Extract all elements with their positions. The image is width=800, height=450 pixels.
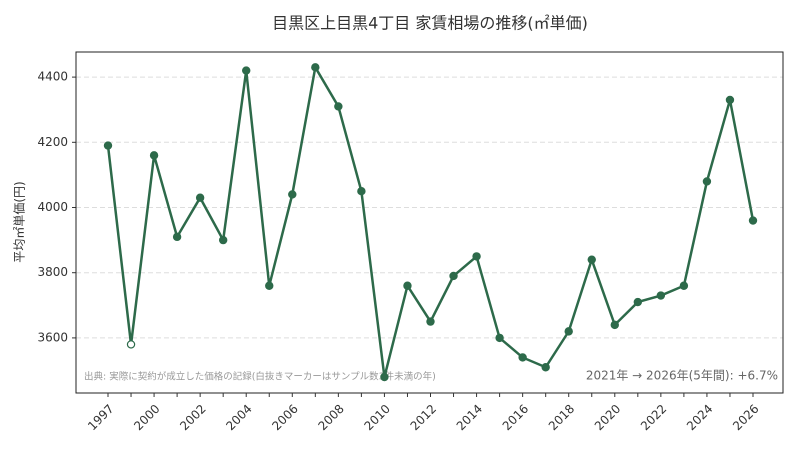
- y-tick-label: 3800: [37, 265, 68, 279]
- change-note: 2021年 → 2026年(5年間): +6.7%: [586, 369, 778, 383]
- x-tick-label: 2024: [684, 402, 715, 433]
- x-tick-label: 2004: [223, 402, 254, 433]
- x-tick-label: 2002: [177, 402, 208, 433]
- data-point: [242, 66, 251, 75]
- data-point: [610, 320, 619, 330]
- data-point: [357, 187, 366, 196]
- data-point: [126, 340, 136, 349]
- data-point: [518, 353, 527, 362]
- x-tick-label: 2006: [269, 402, 300, 433]
- x-tick-label: 2016: [500, 402, 531, 433]
- data-point: [702, 177, 712, 186]
- data-point: [172, 232, 182, 242]
- x-tick-label: 2012: [408, 402, 439, 433]
- data-point: [195, 193, 205, 202]
- data-point: [103, 141, 113, 150]
- data-point: [288, 190, 297, 199]
- x-tick-label: 2010: [362, 402, 393, 433]
- data-point: [541, 363, 550, 372]
- data-point: [426, 317, 435, 326]
- data-point: [725, 95, 735, 105]
- x-tick-label: 2008: [315, 402, 346, 433]
- data-line: [106, 63, 755, 378]
- data-point: [449, 271, 458, 281]
- x-tick-label: 2018: [546, 402, 577, 433]
- data-point: [587, 255, 596, 264]
- data-point: [495, 333, 504, 343]
- data-point: [265, 281, 274, 290]
- x-tick-label: 2014: [454, 402, 485, 433]
- data-point: [564, 327, 573, 336]
- x-tick-label: 2026: [730, 402, 761, 433]
- x-tick-label: 1997: [85, 402, 116, 433]
- y-tick-label: 3600: [37, 330, 68, 344]
- data-point: [311, 63, 320, 72]
- y-tick-label: 4400: [37, 70, 68, 84]
- plot-frame: [75, 51, 784, 394]
- data-point: [472, 252, 481, 261]
- y-axis-label: 平均㎡単価(円): [13, 181, 27, 262]
- data-point: [149, 151, 159, 160]
- chart-title: 目黒区上目黒4丁目 家賃相場の推移(㎡単価): [272, 14, 588, 33]
- data-point: [748, 216, 758, 225]
- x-tick-label: 2022: [638, 402, 669, 433]
- source-note: 出典: 実際に契約が成立した価格の記録(白抜きマーカーはサンプル数3件未満の年): [84, 371, 436, 383]
- x-tick-label: 2000: [131, 402, 162, 433]
- data-point: [218, 235, 228, 245]
- data-point: [656, 291, 666, 300]
- data-point: [403, 281, 412, 290]
- data-point: [380, 372, 389, 382]
- data-point: [633, 297, 643, 307]
- data-point: [334, 102, 343, 111]
- data-point: [679, 281, 689, 290]
- y-tick-label: 4200: [37, 135, 68, 149]
- y-tick-label: 4000: [37, 200, 68, 214]
- x-tick-label: 2020: [592, 402, 623, 433]
